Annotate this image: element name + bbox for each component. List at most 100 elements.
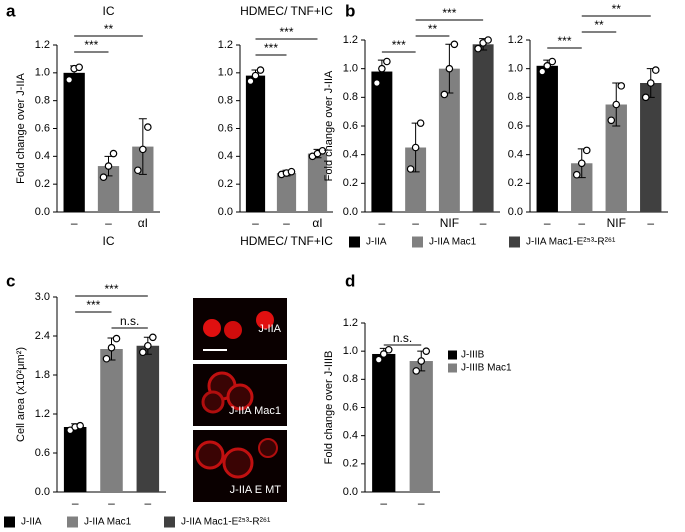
y-tick-label: 0.2: [35, 178, 50, 190]
significance-label: ***: [279, 25, 293, 39]
y-tick-label: 0.0: [343, 206, 358, 218]
data-point: [582, 146, 591, 155]
data-point: [612, 100, 621, 109]
data-point: [440, 90, 449, 99]
x-axis-label: IC: [103, 234, 115, 248]
y-tick-label: 1.2: [508, 34, 523, 46]
x-tick-label: –: [647, 216, 654, 230]
panel-letter: b: [345, 1, 355, 20]
data-point: [411, 143, 420, 152]
micrographs: [193, 298, 287, 502]
panel-letter: c: [6, 271, 15, 290]
y-axis-label: Fold change over J-IIA: [323, 70, 335, 181]
y-tick-label: 3.0: [35, 291, 50, 303]
x-tick-label: NIF: [607, 216, 626, 230]
data-point: [651, 66, 660, 74]
panel-letter: a: [6, 1, 16, 20]
data-point: [134, 166, 142, 175]
significance-label: ***: [442, 6, 456, 20]
data-point: [607, 116, 616, 125]
chart-title: HDMEC/ TNF+IC: [240, 4, 333, 18]
x-tick-label: –: [578, 216, 585, 230]
data-point: [318, 146, 327, 155]
y-axis-label: Cell area (x10²μm²): [15, 347, 27, 442]
y-tick-label: 0.6: [343, 401, 358, 413]
data-point: [65, 75, 73, 84]
data-point: [139, 145, 147, 154]
y-tick-label: 1.0: [343, 345, 358, 357]
y-tick-label: 0.6: [35, 122, 50, 134]
significance-label: ***: [84, 38, 98, 52]
x-tick-label: –: [72, 496, 79, 510]
y-tick-label: 0.4: [218, 150, 233, 162]
data-point: [251, 71, 260, 80]
x-tick-label: –: [480, 216, 487, 230]
significance-label: ***: [557, 34, 571, 48]
y-tick-label: 1.0: [218, 67, 233, 79]
y-tick-label: 0.4: [343, 430, 358, 442]
data-point: [543, 62, 552, 70]
bar: [409, 361, 433, 492]
x-tick-label: αI: [138, 216, 148, 230]
legend-swatch: [164, 516, 175, 528]
data-point: [99, 173, 108, 182]
y-tick-label: 0.6: [508, 120, 523, 132]
y-tick-label: 0.0: [508, 206, 523, 218]
legend-swatch: [509, 236, 520, 248]
data-point: [572, 170, 581, 179]
data-point: [102, 354, 111, 363]
data-point: [383, 57, 391, 66]
x-tick-label: –: [105, 216, 112, 230]
cell: [258, 438, 278, 458]
bar: [100, 349, 123, 492]
significance-label: ***: [86, 298, 100, 312]
data-point: [416, 119, 425, 127]
cell: [201, 390, 225, 414]
x-tick-label: NIF: [440, 216, 459, 230]
cell: [222, 447, 254, 479]
y-axis-label: Fold change over J-IIA: [15, 73, 27, 184]
data-point: [417, 357, 426, 365]
y-tick-label: 0.6: [343, 120, 358, 132]
y-tick-label: 0.6: [218, 122, 233, 134]
y-tick-label: 0.0: [343, 486, 358, 498]
legend-label: J-IIA Mac1: [84, 517, 132, 528]
data-point: [641, 93, 650, 102]
data-point: [139, 348, 147, 357]
y-tick-label: 0.4: [508, 149, 523, 161]
data-point: [109, 149, 118, 158]
legend-label: J-IIIB: [461, 350, 485, 361]
micrograph-label: J-IIA E MT: [230, 484, 282, 496]
data-point: [373, 79, 381, 87]
bar: [63, 427, 87, 492]
cell: [203, 319, 221, 337]
legend-swatch: [448, 363, 457, 373]
data-point: [144, 123, 152, 131]
legend-swatch: [4, 516, 15, 528]
data-point: [646, 79, 655, 87]
data-point: [548, 57, 557, 66]
x-tick-label: –: [412, 216, 419, 230]
y-tick-label: 0.8: [218, 95, 233, 107]
bar: [640, 83, 662, 212]
cell: [256, 311, 274, 329]
y-tick-label: 1.0: [343, 63, 358, 75]
significance-label: **: [104, 22, 114, 36]
data-point: [379, 350, 388, 358]
data-point: [144, 341, 152, 350]
x-tick-label: –: [144, 496, 151, 510]
bar: [132, 146, 154, 212]
significance-label: ***: [104, 282, 118, 296]
y-tick-label: 1.0: [35, 67, 50, 79]
panel-letter: d: [345, 271, 355, 290]
legend-label: J-IIIB Mac1: [461, 363, 512, 374]
legend-swatch: [349, 236, 360, 248]
bar: [276, 173, 297, 212]
x-tick-label: –: [379, 216, 386, 230]
y-tick-label: 1.2: [35, 408, 50, 420]
bar: [372, 353, 396, 492]
y-tick-label: 0.2: [218, 178, 233, 190]
data-point: [76, 421, 84, 430]
data-point: [287, 167, 296, 176]
